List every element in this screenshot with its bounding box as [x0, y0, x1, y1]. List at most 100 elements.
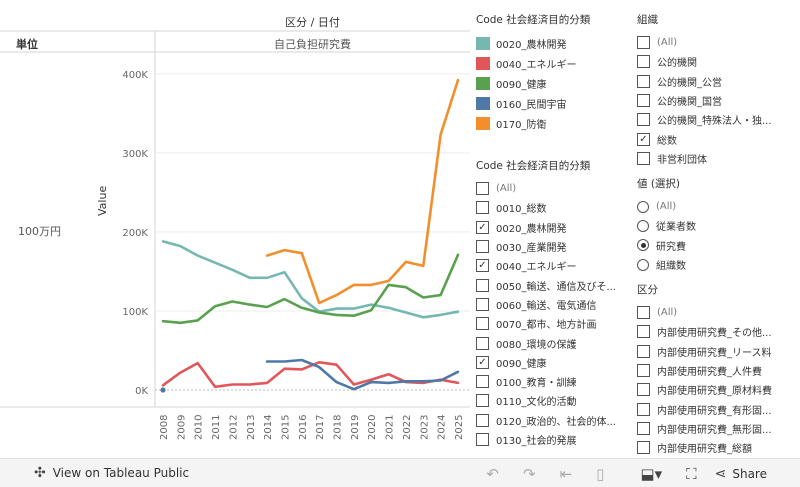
- filter-kubun-title: 区分: [637, 284, 658, 296]
- checkbox-icon[interactable]: [476, 240, 489, 254]
- filter-option[interactable]: 0030_産業開発: [476, 237, 628, 256]
- checkbox-icon[interactable]: [637, 113, 650, 127]
- filter-option[interactable]: 0050_輸送、通信及びそ...: [476, 275, 628, 294]
- series-line: [161, 253, 460, 325]
- filter-option[interactable]: (All): [637, 303, 787, 322]
- legend-item-label: 0020_農林開発: [496, 39, 567, 51]
- checkbox-icon[interactable]: [476, 433, 489, 446]
- filter-option[interactable]: 内部使用研究費_無形固...: [637, 419, 787, 438]
- undo-icon[interactable]: ↶: [486, 464, 499, 483]
- filter-option[interactable]: 非営利団体: [637, 149, 787, 168]
- share-button[interactable]: ⋖ Share: [715, 466, 767, 482]
- filter-option[interactable]: 0110_文化的活動: [476, 391, 628, 410]
- checkbox-checked-icon[interactable]: ✓: [476, 220, 489, 234]
- filter-value-title: 値 (選択): [637, 178, 681, 190]
- filter-option[interactable]: ✓ 0040_エネルギー: [476, 256, 628, 275]
- line-chart: 0K 100K 200K 300K 400K 2008 2009 2010 2011 2012 2…: [0, 30, 470, 440]
- checkbox-icon[interactable]: [637, 402, 650, 416]
- legend-item[interactable]: 0160_民間宇宙: [476, 93, 626, 113]
- checkbox-icon[interactable]: [476, 182, 489, 196]
- pause-icon[interactable]: ▯: [596, 464, 605, 483]
- filter-option[interactable]: 内部使用研究費_その他...: [637, 322, 787, 341]
- checkbox-checked-icon[interactable]: ✓: [637, 132, 650, 146]
- checkbox-icon[interactable]: [476, 336, 489, 350]
- filter-option[interactable]: ✓ 0020_農林開発: [476, 218, 628, 237]
- legend-item[interactable]: 0040_エネルギー: [476, 53, 626, 73]
- filter-option[interactable]: 0060_輸送、電気通信: [476, 295, 628, 314]
- radio-icon[interactable]: [637, 219, 649, 232]
- redo-icon[interactable]: ↷: [522, 464, 536, 483]
- checkbox-checked-icon[interactable]: ✓: [476, 355, 489, 369]
- checkbox-icon[interactable]: [476, 375, 489, 389]
- legend-item[interactable]: 0090_健康: [476, 73, 626, 93]
- series-line: [161, 240, 460, 319]
- checkbox-icon[interactable]: [637, 383, 650, 397]
- checkbox-icon[interactable]: [637, 325, 650, 339]
- filter-option[interactable]: 0100_教育・訓練: [476, 372, 628, 391]
- checkbox-icon[interactable]: [637, 306, 650, 320]
- checkbox-icon[interactable]: [637, 94, 650, 108]
- checkbox-icon[interactable]: [476, 413, 489, 427]
- legend-item[interactable]: 0170_防衛: [476, 113, 626, 133]
- x-tick-label: 2012: [228, 415, 239, 440]
- filter-option-label: 0040_エネルギー: [496, 262, 577, 274]
- filter-option[interactable]: ✓ 総数: [637, 129, 787, 148]
- filter-option[interactable]: 内部使用研究費_リース料: [637, 342, 787, 361]
- filter-option[interactable]: 0140_地球、大気の探査: [476, 449, 628, 451]
- fullscreen-icon[interactable]: ⛶: [686, 464, 697, 483]
- checkbox-icon[interactable]: [637, 441, 650, 455]
- filter-option[interactable]: 0070_都市、地方計画: [476, 314, 628, 333]
- checkbox-icon[interactable]: [637, 151, 650, 165]
- filter-option[interactable]: 内部使用研究費_総額: [637, 438, 787, 457]
- checkbox-icon[interactable]: [476, 394, 489, 408]
- filter-option[interactable]: 公的機関_特殊法人・独...: [637, 110, 787, 129]
- filter-option[interactable]: ✓ 0090_健康: [476, 353, 628, 372]
- filter-option[interactable]: (All): [637, 33, 787, 52]
- filter-option[interactable]: 0120_政治的、社会的体...: [476, 411, 628, 430]
- filter-option-label: 総数: [657, 135, 677, 147]
- filter-option[interactable]: 0130_社会的発展: [476, 430, 628, 449]
- filter-option[interactable]: 公的機関: [637, 52, 787, 71]
- filter-code-list[interactable]: (All) 0010_総数 ✓ 0020_農林開発 0030_産業開発 ✓ 0040_エネル…: [476, 179, 628, 451]
- series-line: [265, 358, 460, 391]
- filter-option-label: 非営利団体: [657, 154, 707, 166]
- radio-icon[interactable]: [637, 200, 649, 213]
- legend-item[interactable]: 0020_農林開発: [476, 33, 626, 53]
- radio-option[interactable]: 組織数: [637, 255, 787, 274]
- filter-option-label: 内部使用研究費_人件費: [657, 367, 762, 379]
- radio-option[interactable]: 従業者数: [637, 216, 787, 235]
- filter-option[interactable]: 0080_環境の保護: [476, 333, 628, 352]
- share-label: Share: [732, 466, 767, 481]
- filter-option-label: 内部使用研究費_無形固...: [657, 424, 772, 436]
- legend-swatch: [476, 76, 490, 90]
- checkbox-icon[interactable]: [476, 278, 489, 292]
- checkbox-icon[interactable]: [476, 317, 489, 331]
- filter-option[interactable]: 内部使用研究費_有形固...: [637, 399, 787, 418]
- filter-option[interactable]: 内部使用研究費_人件費: [637, 361, 787, 380]
- checkbox-icon[interactable]: [637, 74, 650, 88]
- radio-option[interactable]: 研究費: [637, 236, 787, 255]
- checkbox-icon[interactable]: [637, 36, 650, 50]
- checkbox-icon[interactable]: [476, 297, 489, 311]
- filter-option[interactable]: (All): [476, 179, 628, 198]
- radio-icon[interactable]: [637, 258, 649, 271]
- checkbox-icon[interactable]: [476, 201, 489, 215]
- filter-option-label: 内部使用研究費_その他...: [657, 328, 772, 340]
- filter-value: 値 (選択) (All) 従業者数 研究費 組織数: [637, 176, 787, 274]
- checkbox-icon[interactable]: [637, 55, 650, 69]
- x-tick-label: 2019: [350, 415, 361, 440]
- filter-option[interactable]: 公的機関_国営: [637, 91, 787, 110]
- filter-option[interactable]: 公的機関_公営: [637, 72, 787, 91]
- radio-option[interactable]: (All): [637, 197, 787, 216]
- legend-item-label: 0090_健康: [496, 79, 547, 91]
- download-icon[interactable]: ⬓▾: [640, 464, 663, 483]
- checkbox-icon[interactable]: [637, 344, 650, 358]
- revert-icon[interactable]: ⇤: [559, 464, 573, 483]
- radio-selected-icon[interactable]: [637, 239, 649, 252]
- checkbox-checked-icon[interactable]: ✓: [476, 259, 489, 273]
- view-on-tableau-public-link[interactable]: ✣ View on Tableau Public: [34, 465, 189, 481]
- filter-option[interactable]: 内部使用研究費_原材料費: [637, 380, 787, 399]
- checkbox-icon[interactable]: [637, 421, 650, 435]
- filter-option[interactable]: 0010_総数: [476, 198, 628, 217]
- checkbox-icon[interactable]: [637, 364, 650, 378]
